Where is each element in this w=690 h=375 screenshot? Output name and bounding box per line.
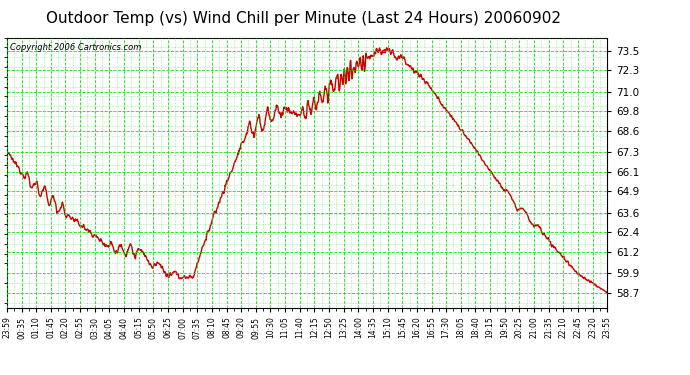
Text: Outdoor Temp (vs) Wind Chill per Minute (Last 24 Hours) 20060902: Outdoor Temp (vs) Wind Chill per Minute … (46, 11, 561, 26)
Text: Copyright 2006 Cartronics.com: Copyright 2006 Cartronics.com (10, 43, 141, 52)
